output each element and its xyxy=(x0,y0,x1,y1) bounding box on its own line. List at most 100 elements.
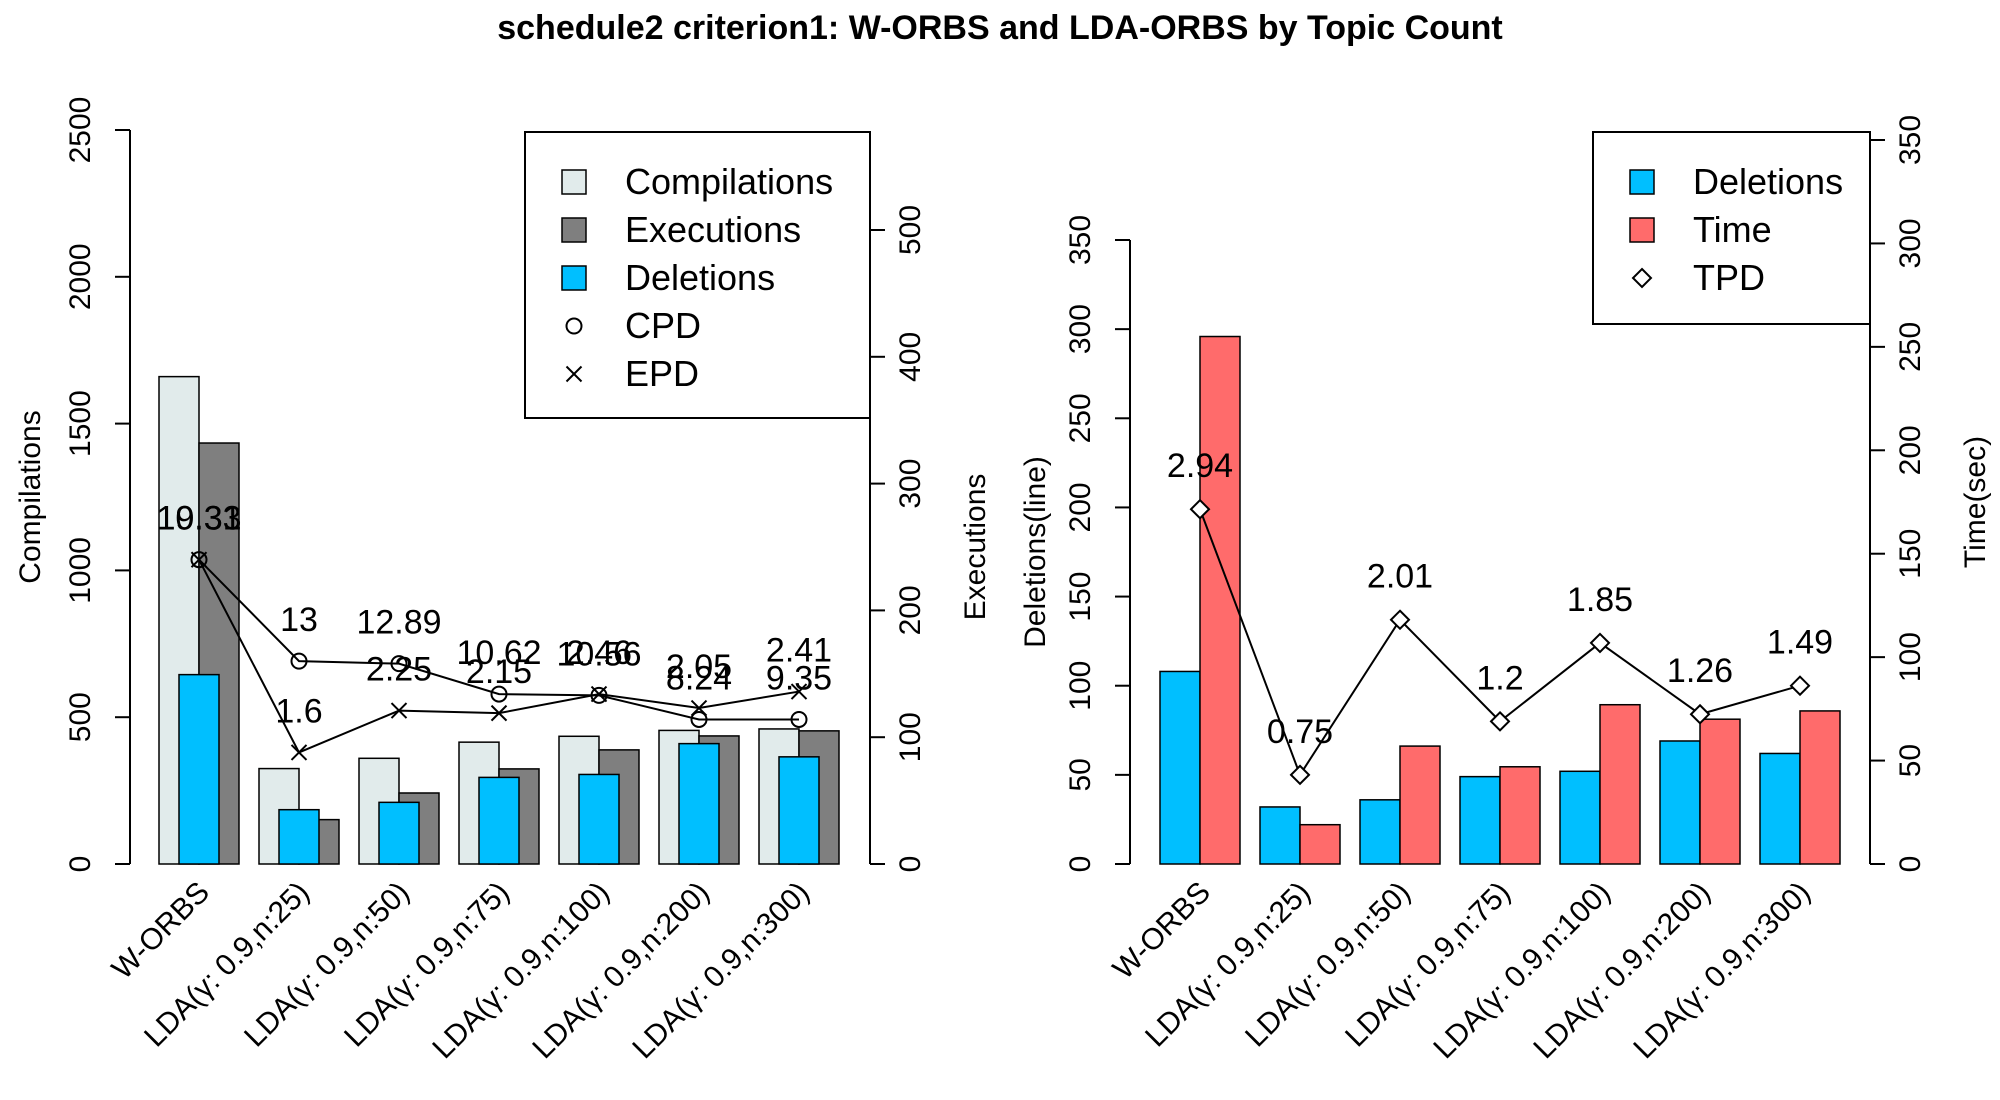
epd-marker xyxy=(590,685,608,703)
category-label: LDA(γ: 0.9,n:200) xyxy=(1527,876,1717,1066)
legend-label-deletions: Deletions xyxy=(625,257,775,298)
bar-time-lda-0-9-n-200 xyxy=(1699,718,1741,865)
bar-deletions-lda-0-9-n-50 xyxy=(378,801,420,865)
left-axis-tick-label: 1500 xyxy=(64,390,97,457)
category-label: LDA(γ: 0.9,n:100) xyxy=(426,876,616,1066)
category-label: LDA(γ: 0.9,n:100) xyxy=(1427,876,1617,1066)
cpd-value-label: 12.89 xyxy=(356,604,441,642)
epd-marker xyxy=(790,683,808,700)
right-axis-tick-label: 500 xyxy=(894,205,927,255)
left-axis-tick-label: 350 xyxy=(1064,215,1097,265)
legend-swatch-deletions xyxy=(561,265,587,291)
right-axis-tick-label: 200 xyxy=(1894,425,1927,475)
tpd-value-label: 1.2 xyxy=(1476,659,1523,697)
bar-deletions-lda-0-9-n-100 xyxy=(578,773,620,865)
tpd-marker xyxy=(1689,703,1711,725)
bar-deletions-lda-0-9-n-75 xyxy=(478,776,520,865)
category-label: LDA(γ: 0.9,n:300) xyxy=(1627,876,1817,1066)
epd-marker xyxy=(190,551,208,568)
bar-deletions-lda-0-9-n-200 xyxy=(678,742,720,865)
right-axis-tick-label: 250 xyxy=(1894,322,1927,372)
right-axis-tick-label: 100 xyxy=(1894,632,1927,682)
right-axis-tick-label: 300 xyxy=(1894,218,1927,268)
right-axis-title: Time(sec) xyxy=(1959,436,1992,568)
cpd-value-label: 10.56 xyxy=(556,635,641,673)
cpd-marker xyxy=(690,710,708,728)
bar-deletions-lda-0-9-n-300 xyxy=(778,756,820,865)
line-cpd xyxy=(198,558,799,721)
bar-deletions-w-orbs xyxy=(1159,670,1201,865)
category-label: LDA(γ: 0.9,n:300) xyxy=(626,876,816,1066)
legend-swatch-executions xyxy=(561,217,587,243)
tpd-value-label: 1.85 xyxy=(1567,581,1633,619)
epd-value-label: 2.25 xyxy=(366,651,432,689)
cpd-marker xyxy=(390,655,408,673)
left-axis-tick-label: 300 xyxy=(1064,304,1097,354)
left-axis-tick-label: 250 xyxy=(1064,393,1097,443)
tpd-marker xyxy=(1189,498,1211,520)
legend-label-cpd: CPD xyxy=(625,305,701,346)
tpd-value-label: 2.94 xyxy=(1167,447,1233,485)
right-panel: 0 50 100 150 200 250 300 350 Deletions(line) 0 50 1… xyxy=(1019,115,1992,1065)
bar-deletions-lda-0-9-n-200 xyxy=(1659,740,1701,865)
left-legend: Compilations Executions Deletions CPD EPD xyxy=(524,131,871,419)
right-axis-tick-label: 0 xyxy=(1894,856,1927,873)
epd-value-label: 2.15 xyxy=(466,653,532,691)
left-axis-tick-label: 100 xyxy=(1064,661,1097,711)
tpd-value-label: 1.26 xyxy=(1667,652,1733,690)
left-panel: 0 500 1000 1500 2000 2500 Compilations 0 100 200 3… xyxy=(14,97,992,1066)
left-axis-title: Deletions(line) xyxy=(1019,456,1052,648)
bar-deletions-lda-0-9-n-25 xyxy=(1259,806,1301,865)
right-axis-tick-label: 350 xyxy=(1894,115,1927,165)
cpd-marker xyxy=(490,685,508,703)
bar-time-lda-0-9-n-100 xyxy=(1599,703,1641,865)
legend-label-tpd: TPD xyxy=(1693,257,1765,298)
cpd-marker xyxy=(790,710,808,728)
legend-label-compilations: Compilations xyxy=(625,161,833,202)
legend-label-epd: EPD xyxy=(625,353,699,394)
tpd-marker xyxy=(1389,609,1411,631)
right-axis-title: Executions xyxy=(959,474,992,621)
bar-deletions-w-orbs xyxy=(178,673,220,865)
legend-symbol-epd xyxy=(565,365,583,383)
tpd-value-label: 0.75 xyxy=(1267,713,1333,751)
bar-time-lda-0-9-n-75 xyxy=(1499,766,1541,865)
chart-title: schedule2 criterion1: W-ORBS and LDA-ORB… xyxy=(497,9,1503,47)
legend-swatch-time xyxy=(1629,217,1655,243)
right-axis-tick-label: 150 xyxy=(1894,529,1927,579)
cpd-value-label: 19.33 xyxy=(156,500,241,538)
tpd-value-label: 1.49 xyxy=(1767,624,1833,662)
right-axis-tick-label: 50 xyxy=(1894,744,1927,777)
tpd-marker xyxy=(1289,764,1311,786)
bar-time-lda-0-9-n-50 xyxy=(1399,745,1441,865)
bar-deletions-lda-0-9-n-75 xyxy=(1459,775,1501,865)
left-axis-tick-label: 50 xyxy=(1064,758,1097,791)
left-axis-title: Compilations xyxy=(14,410,47,583)
legend-label-time: Time xyxy=(1693,209,1772,250)
left-axis-tick-label: 2500 xyxy=(64,97,97,164)
epd-value-label: 2.41 xyxy=(766,632,832,670)
right-axis-tick-label: 300 xyxy=(894,459,927,509)
legend-symbol-cpd xyxy=(565,317,583,335)
tpd-marker xyxy=(1589,632,1611,654)
left-axis-tick-label: 0 xyxy=(1064,856,1097,873)
right-axis-tick-label: 0 xyxy=(894,856,927,873)
left-axis-tick-label: 1000 xyxy=(64,537,97,604)
epd-marker xyxy=(490,704,508,722)
epd-value-label: 2.46 xyxy=(566,634,632,672)
left-axis-tick-label: 500 xyxy=(64,692,97,742)
left-axis-tick-label: 150 xyxy=(1064,572,1097,622)
epd-value-label: 1.6 xyxy=(275,692,322,730)
cpd-value-label: 10.62 xyxy=(456,634,541,672)
bar-deletions-lda-0-9-n-50 xyxy=(1359,799,1401,865)
epd-marker xyxy=(390,702,408,719)
cpd-value-label: 13 xyxy=(280,601,318,639)
cpd-marker xyxy=(190,551,208,569)
epd-marker xyxy=(690,699,708,717)
bar-deletions-lda-0-9-n-100 xyxy=(1559,770,1601,865)
legend-swatch-compilations xyxy=(561,169,587,195)
right-axis-tick-label: 100 xyxy=(894,712,927,762)
left-axis-tick-label: 200 xyxy=(1064,482,1097,532)
tpd-marker xyxy=(1489,710,1511,732)
